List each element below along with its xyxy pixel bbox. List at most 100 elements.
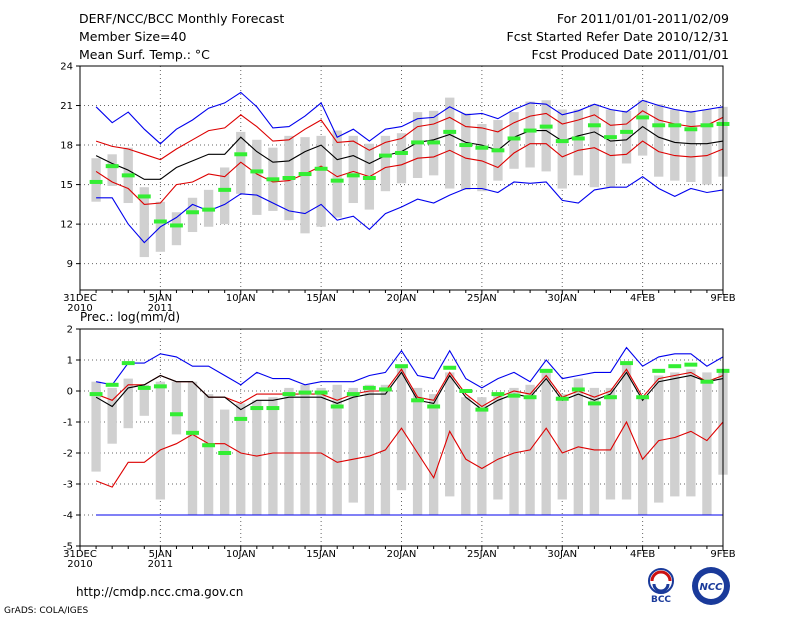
median-marker [636, 395, 650, 400]
series-line-ensemble_min [96, 176, 724, 244]
x-tick-sublabel: 2010 [67, 559, 92, 570]
x-tick-label: 4FEB [630, 293, 655, 304]
median-marker [443, 129, 457, 134]
y-tick-label: 24 [60, 62, 73, 73]
median-marker [362, 176, 376, 180]
ensemble-box [654, 104, 664, 177]
ensemble-box [670, 372, 680, 497]
median-marker [491, 392, 505, 397]
ensemble-box [589, 387, 600, 515]
series-line-ensemble_mean [95, 125, 724, 180]
median-marker [443, 365, 457, 370]
x-tick-label: 31DEC [63, 293, 97, 304]
y-tick-label: -3 [63, 480, 73, 491]
median-marker [427, 140, 441, 145]
x-tick-label: 5JAN [149, 293, 172, 304]
y-tick-label: 12 [60, 220, 73, 231]
ensemble-box [187, 381, 198, 515]
produced-date: Fcst Produced Date 2011/01/01 [531, 47, 729, 62]
ensemble-box [461, 397, 471, 515]
median-marker [330, 404, 344, 409]
median-marker [684, 362, 698, 367]
x-tick-label: 9FEB [710, 293, 735, 304]
ensemble-box [702, 372, 712, 515]
ensemble-box [509, 387, 519, 515]
median-marker [523, 395, 537, 400]
median-marker [507, 136, 521, 141]
ensemble-box [187, 197, 198, 233]
ncc-logo: NCC [692, 567, 730, 605]
median-marker [507, 393, 521, 398]
ensemble-box [220, 167, 230, 225]
ensemble-box [123, 378, 133, 429]
precip-label: Prec.: log(mm/d) [80, 310, 181, 324]
median-marker [105, 382, 119, 387]
ensemble-box [461, 113, 471, 190]
median-marker [523, 128, 537, 133]
x-tick-label: 5JAN [149, 549, 172, 560]
ensemble-box [621, 363, 632, 500]
y-tick-label: -1 [63, 418, 73, 429]
median-marker [362, 385, 376, 390]
median-marker [153, 384, 167, 389]
website-link[interactable]: http://cmdp.ncc.cma.gov.cn [76, 585, 244, 599]
ensemble-box [605, 109, 616, 188]
y-tick-label: -2 [63, 449, 73, 460]
series-line-ensemble_max [95, 91, 724, 145]
median-marker [555, 139, 569, 144]
median-marker [395, 364, 408, 369]
median-marker [459, 389, 473, 393]
ensemble-box [284, 387, 294, 515]
median-marker [137, 194, 151, 199]
ensemble-box [686, 110, 696, 182]
ncc-logo-text: NCC [699, 582, 723, 593]
median-marker [298, 172, 312, 177]
forecast-period: For 2011/01/01-2011/02/09 [556, 11, 729, 26]
ensemble-box [670, 109, 680, 181]
ensemble-box [525, 101, 535, 168]
median-marker [700, 379, 714, 384]
ensemble-box [252, 400, 262, 515]
median-marker [620, 361, 633, 366]
median-marker [668, 123, 682, 128]
median-marker [170, 412, 183, 417]
median-marker [137, 385, 151, 390]
ensemble-box [316, 135, 326, 227]
member-size: Member Size=40 [79, 29, 187, 44]
median-marker [587, 401, 601, 406]
ensemble-box [605, 387, 616, 500]
median-marker [571, 136, 585, 141]
median-marker [266, 406, 280, 411]
median-marker [186, 430, 199, 435]
median-marker [539, 124, 553, 129]
ensemble-box [573, 109, 583, 176]
y-tick-label: 21 [60, 101, 73, 112]
x-tick-sublabel: 2011 [148, 559, 173, 570]
ensemble-box [348, 135, 358, 204]
ensemble-box [637, 397, 648, 515]
x-tick-label: 10JAN [226, 293, 256, 304]
x-tick-label: 15JAN [306, 293, 336, 304]
median-marker [378, 153, 392, 158]
y-tick-label: -5 [63, 542, 73, 553]
series-line-ensemble_max [95, 346, 724, 389]
ensemble-box [316, 387, 326, 515]
median-marker [411, 398, 425, 403]
ensemble-box [637, 100, 648, 156]
x-tick-sublabel: 2011 [148, 303, 173, 314]
ensemble-box [396, 133, 407, 184]
ensemble-box [220, 409, 230, 515]
ensemble-box [702, 109, 712, 185]
bcc-logo-text: BCC [651, 595, 671, 604]
ensemble-box [380, 135, 391, 192]
series-line-mean_minus_sd [95, 140, 724, 205]
median-marker [700, 123, 714, 128]
ensemble-box [252, 139, 262, 215]
y-tick-label: 18 [60, 141, 73, 152]
median-marker [411, 140, 425, 145]
median-marker [459, 143, 473, 148]
median-marker [395, 150, 408, 155]
